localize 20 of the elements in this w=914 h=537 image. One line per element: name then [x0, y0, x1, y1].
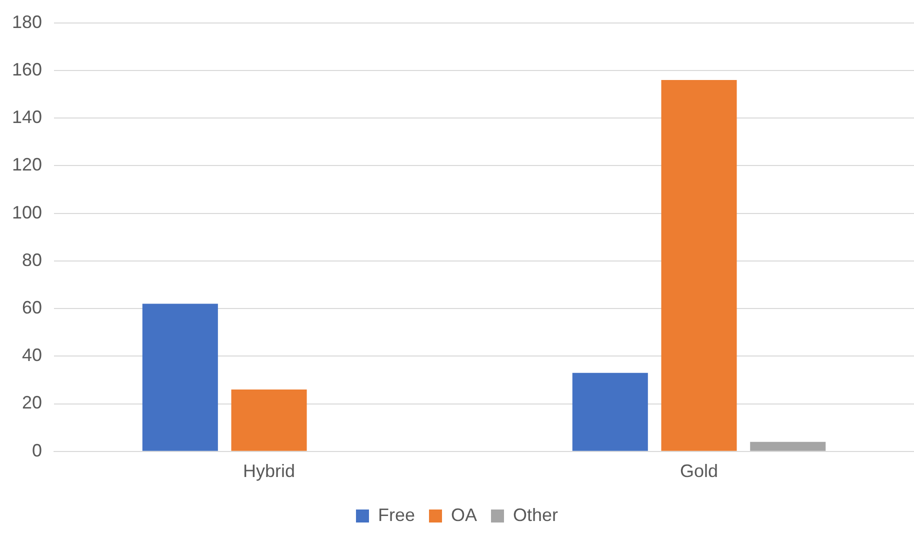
bar — [231, 389, 307, 451]
y-tick-label: 60 — [22, 298, 42, 318]
legend-label: Free — [378, 504, 415, 525]
y-tick-label: 140 — [12, 107, 42, 128]
y-tick-label: 40 — [22, 345, 42, 366]
bar — [142, 304, 218, 451]
y-tick-label: 100 — [12, 202, 42, 222]
y-tick-label: 0 — [32, 440, 42, 460]
legend-label: Other — [513, 504, 558, 525]
bar — [572, 372, 648, 451]
y-tick-label: 80 — [22, 250, 42, 270]
y-tick-label: 120 — [12, 154, 42, 175]
x-tick-label: Hybrid — [243, 461, 296, 482]
bar — [750, 442, 826, 451]
bar — [661, 80, 737, 451]
legend-label: OA — [450, 504, 478, 525]
y-tick-label: 160 — [12, 59, 42, 80]
y-tick-label: 180 — [12, 12, 42, 32]
x-tick-label: Gold — [680, 461, 718, 482]
y-tick-label: 20 — [22, 392, 42, 413]
